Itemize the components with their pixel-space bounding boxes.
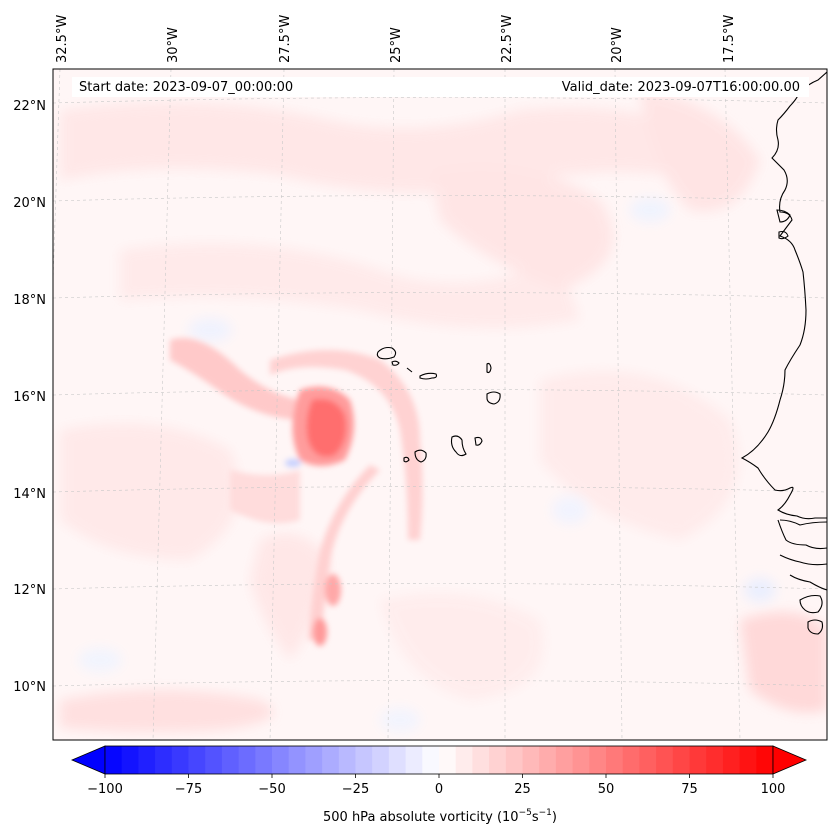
colorbar-band xyxy=(589,746,607,774)
colorbar-band xyxy=(255,746,273,774)
colorbar-band xyxy=(388,746,407,774)
colorbar-tick-label: 25 xyxy=(514,782,531,797)
colorbar-band xyxy=(171,746,189,774)
lon-label: 20°W xyxy=(610,27,625,63)
island-sao-vicente xyxy=(391,360,400,366)
colorbar-band xyxy=(138,746,156,774)
colorbar-band xyxy=(305,746,323,774)
colorbar-tick-label: −75 xyxy=(175,782,202,797)
colorbar-tick-label: 75 xyxy=(681,782,698,797)
colorbar-band xyxy=(606,746,624,774)
colorbar-band xyxy=(622,746,640,774)
colorbar-band xyxy=(405,746,423,774)
vorticity-field-negative xyxy=(78,198,776,732)
lon-label: 22.5°W xyxy=(500,15,515,63)
valid-date-text: Valid_date: 2023-09-07T16:00:00.00 xyxy=(562,80,800,95)
colorbar-band xyxy=(539,746,557,774)
lon-label: 25°W xyxy=(389,27,404,63)
lon-label: 17.5°W xyxy=(722,15,737,63)
colorbar-band xyxy=(706,746,724,774)
colorbar-band xyxy=(272,746,290,774)
island-santo-antao xyxy=(376,346,397,360)
colorbar-band xyxy=(422,746,440,774)
colorbar-band xyxy=(355,746,373,774)
colorbar-band xyxy=(689,746,707,774)
lat-label: 16°N xyxy=(13,390,46,405)
lat-label: 22°N xyxy=(13,99,46,114)
colorbar-band xyxy=(322,746,340,774)
colorbar-band xyxy=(472,746,490,774)
colorbar-band xyxy=(756,746,774,774)
lat-label: 20°N xyxy=(13,196,46,211)
colorbar-band xyxy=(572,746,590,774)
colorbar-band xyxy=(522,746,540,774)
colorbar-band xyxy=(505,746,523,774)
colorbar-band xyxy=(288,746,306,774)
graticule xyxy=(53,69,827,740)
colorbar-band xyxy=(639,746,657,774)
longitude-labels: 32.5°W 30°W 27.5°W 25°W 22.5°W 20°W 17.5… xyxy=(55,15,737,63)
colorbar-min-extend xyxy=(70,745,106,775)
cape-verde-islands xyxy=(376,346,501,463)
island-brava xyxy=(403,456,410,463)
map-frame xyxy=(52,68,828,741)
island-fogo xyxy=(414,449,427,463)
lat-label: 12°N xyxy=(13,583,46,598)
colorbar-band xyxy=(372,746,390,774)
map-panel: Start date: 2023-09-07_00:00:00 Valid_da… xyxy=(53,69,827,740)
lat-label: 14°N xyxy=(13,487,46,502)
africa-coastline xyxy=(740,71,827,520)
vorticity-field-background xyxy=(60,90,827,733)
colorbar-tick-label: 50 xyxy=(598,782,615,797)
colorbar-tick-label: 100 xyxy=(761,782,786,797)
colorbar-tick-label: 0 xyxy=(435,782,443,797)
colorbar-band xyxy=(439,746,457,774)
colorbar-bands xyxy=(105,746,774,774)
colorbar-band xyxy=(656,746,674,774)
colorbar-band xyxy=(555,746,574,774)
colorbar-band xyxy=(155,746,173,774)
lat-label: 10°N xyxy=(13,680,46,695)
colorbar-band xyxy=(739,746,757,774)
coastlines xyxy=(740,71,827,635)
colorbar-ticks: −100 −75 −50 −25 0 25 50 75 100 xyxy=(87,774,785,797)
colorbar: −100 −75 −50 −25 0 25 50 75 100 500 hPa absolute… xyxy=(70,745,808,825)
colorbar-band xyxy=(205,746,223,774)
island-sao-nicolau xyxy=(406,367,438,380)
island-boa-vista xyxy=(486,391,501,405)
lon-label: 32.5°W xyxy=(55,15,70,63)
colorbar-band xyxy=(238,746,256,774)
colorbar-band xyxy=(455,746,473,774)
colorbar-max-extend xyxy=(772,745,808,775)
date-header-box xyxy=(72,77,809,97)
island-maio xyxy=(474,436,483,446)
colorbar-label: 500 hPa absolute vorticity (10−5s−1) xyxy=(323,808,557,825)
colorbar-band xyxy=(489,746,507,774)
colorbar-band xyxy=(105,746,123,774)
colorbar-band xyxy=(722,746,741,774)
lon-label: 30°W xyxy=(166,27,181,63)
vortex-structure xyxy=(170,338,423,646)
colorbar-tick-label: −25 xyxy=(342,782,369,797)
island-sal xyxy=(486,362,492,374)
colorbar-tick-label: −50 xyxy=(258,782,285,797)
lon-label: 27.5°W xyxy=(278,15,293,63)
start-date-text: Start date: 2023-09-07_00:00:00 xyxy=(79,80,293,95)
colorbar-band xyxy=(121,746,139,774)
colorbar-band xyxy=(672,746,690,774)
island-santiago xyxy=(450,435,467,457)
colorbar-band xyxy=(188,746,206,774)
colorbar-band xyxy=(338,746,356,774)
latitude-labels: 22°N 20°N 18°N 16°N 14°N 12°N 10°N xyxy=(13,99,46,695)
lat-label: 18°N xyxy=(13,293,46,308)
colorbar-tick-label: −100 xyxy=(87,782,123,797)
colorbar-band xyxy=(221,746,240,774)
